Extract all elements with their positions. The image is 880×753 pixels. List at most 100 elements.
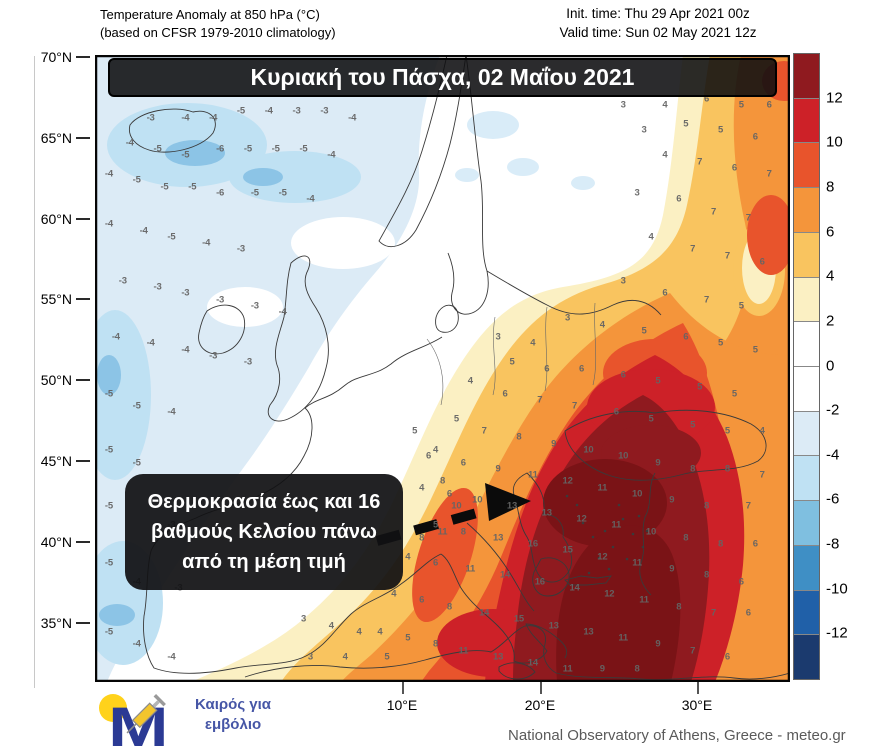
colorbar-tick-label: -10 [826, 580, 848, 598]
map-value-label: 6 [724, 651, 730, 663]
map-value-label: 5 [655, 375, 661, 387]
colorbar-segment [794, 97, 819, 143]
map-value-label: -5 [271, 143, 280, 155]
valid-time: Valid time: Sun 02 May 2021 12z [559, 25, 757, 41]
logo-text: Καιρός για εμβόλιο [195, 695, 271, 734]
map-value-label: -5 [236, 105, 245, 117]
map-value-label: 7 [690, 645, 696, 657]
lon-label: 30°E [681, 697, 713, 713]
map-value-label: 5 [731, 388, 737, 400]
map-value-label: 7 [697, 156, 703, 168]
map-value-label: -3 [250, 300, 259, 312]
map-value-label: 5 [412, 425, 418, 437]
map-value-label: 8 [460, 526, 466, 538]
map-value-label: 11 [597, 482, 608, 494]
map-value-label: -4 [132, 638, 141, 650]
map-value-label: 16 [527, 538, 538, 550]
map-value-label: 6 [731, 162, 737, 174]
map-value-label: 13 [493, 651, 504, 663]
map-value-label: 11 [639, 594, 649, 606]
map-value-label: 8 [704, 569, 710, 581]
map-value-label: 8 [690, 463, 696, 475]
colorbar-segment [794, 589, 819, 635]
map-value-label: 4 [356, 626, 362, 638]
map-value-label: 12 [562, 475, 573, 487]
map-value-label: 5 [641, 325, 647, 337]
map-value-label: 3 [620, 99, 626, 111]
colorbar-tick-label: 12 [826, 89, 843, 107]
map-value-label: 7 [724, 250, 730, 262]
lon-tick [402, 682, 404, 694]
map-value-label: 5 [384, 651, 390, 663]
map-value-label: 10 [472, 494, 483, 506]
map-value-label: 7 [690, 243, 696, 255]
map-value-label: 5 [717, 124, 724, 136]
colorbar-segment [794, 321, 819, 367]
map-value-label: -5 [153, 143, 162, 155]
map-value-label: 6 [662, 287, 668, 299]
noa-logo: M Καιρός για εμβόλιο [95, 687, 325, 751]
map-value-label: -4 [125, 137, 134, 149]
lat-tick [76, 379, 90, 382]
map-value-label: -5 [132, 174, 141, 186]
map-value-label: -5 [132, 457, 141, 469]
map-value-label: 11 [528, 469, 538, 481]
lat-tick [76, 217, 90, 220]
map-banner: Κυριακή του Πάσχα, 02 Μαΐου 2021 [108, 58, 777, 97]
map-value-label: 14 [569, 582, 580, 594]
map-value-label: 4 [662, 149, 668, 161]
colorbar-segment [794, 187, 819, 232]
map-value-label: 13 [583, 626, 594, 638]
map-value-label: -5 [299, 143, 308, 155]
map-value-label: 4 [391, 588, 397, 600]
lat-tick [76, 460, 90, 462]
colorbar-tick-label: 4 [826, 267, 835, 285]
map-value-label: 6 [738, 576, 744, 588]
map-value-label: -5 [132, 400, 141, 412]
map-value-label: 9 [551, 438, 557, 450]
map-value-label: 4 [648, 231, 654, 243]
lat-tick [76, 136, 90, 139]
map-value-label: 5 [690, 419, 696, 431]
map-value-label: 6 [620, 369, 626, 381]
map-value-label: 6 [745, 607, 751, 619]
map-value-label: -6 [216, 187, 225, 199]
map-subtitle: (based on CFSR 1979-2010 climatology) [100, 25, 336, 41]
map-value-label: -5 [167, 231, 176, 243]
lon-tick [697, 682, 699, 694]
map-value-label: -4 [348, 112, 357, 124]
map-value-label: 6 [759, 256, 765, 268]
map-value-label: 15 [513, 613, 525, 625]
colorbar-segment [794, 455, 819, 501]
map-value-label: 8 [516, 431, 522, 443]
map-area: -3 -4 -4 -5 -4 -3 -3 -4 -4 -5 -5 -6 -5 -5 -5 -4 -4 -5 -5 -5… [95, 55, 790, 682]
credit-text: National Observatory of Athens, Greece -… [508, 727, 846, 744]
run-time-block: Init. time: Thu 29 Apr 2021 00z Valid ti… [520, 4, 796, 42]
map-value-label: -3 [236, 243, 245, 255]
map-value-label: -4 [181, 112, 190, 124]
map-value-label: 3 [641, 124, 647, 136]
annotation-line1: Θερμοκρασία έως και 16 [147, 491, 381, 513]
map-value-label: 4 [419, 482, 425, 494]
map-value-label: 9 [669, 563, 675, 575]
map-value-label: 11 [618, 632, 629, 644]
colorbar-tick-label: 0 [826, 357, 835, 374]
map-value-label: 5 [648, 413, 654, 425]
map-value-label: 4 [328, 620, 334, 632]
colorbar-segment [794, 366, 819, 411]
map-value-label: 6 [613, 406, 619, 418]
map-value-label: 5 [453, 413, 459, 425]
map-value-label: 12 [576, 513, 587, 525]
map-value-label: 3 [565, 312, 571, 324]
aegean-islands [565, 494, 649, 575]
colorbar-segment [794, 544, 819, 590]
map-value-label: 10 [451, 500, 462, 512]
map-value-label: -4 [181, 344, 190, 356]
map-value-label: 7 [537, 394, 543, 406]
colorbar-tick-label: 6 [826, 223, 835, 241]
colorbar-tick-label: -2 [826, 401, 840, 419]
map-value-label: 6 [426, 450, 432, 462]
map-value-label: 11 [562, 663, 573, 675]
map-value-label: 11 [458, 645, 469, 657]
